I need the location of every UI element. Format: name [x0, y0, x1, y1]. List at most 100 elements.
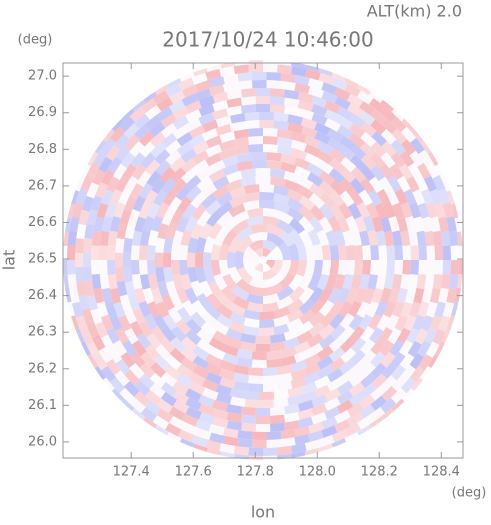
field-cell — [421, 287, 433, 304]
field-cell — [296, 175, 314, 190]
field-cell — [226, 403, 242, 415]
field-cell — [408, 230, 419, 246]
field-cell — [132, 308, 146, 325]
field-cell — [192, 355, 210, 370]
field-cell — [324, 118, 341, 132]
field-cell — [156, 398, 173, 414]
field-cell — [360, 372, 377, 389]
field-cell — [229, 311, 246, 326]
field-cell — [407, 162, 422, 180]
field-cell — [207, 222, 223, 240]
x-axis-label: lon — [251, 503, 275, 522]
field-cell — [304, 144, 321, 158]
field-cell — [337, 124, 354, 140]
field-cell — [324, 100, 341, 114]
field-cell — [345, 215, 359, 233]
field-cell — [169, 347, 186, 364]
field-cell — [86, 182, 100, 199]
field-cell — [115, 175, 130, 193]
field-cell — [378, 260, 387, 275]
field-cell — [205, 362, 222, 376]
field-cell — [400, 202, 413, 219]
field-cell — [345, 244, 355, 260]
field-cell — [151, 325, 167, 343]
field-cell — [119, 209, 132, 226]
field-cell — [189, 125, 206, 139]
field-cell — [100, 189, 114, 206]
field-cell — [161, 294, 175, 311]
field-cell — [156, 97, 173, 112]
field-cell — [368, 176, 384, 193]
field-cell — [152, 415, 169, 430]
field-cell — [187, 266, 199, 283]
field-cell — [297, 91, 314, 104]
field-cell — [240, 168, 257, 179]
field-cell — [203, 267, 216, 284]
field-cell — [247, 367, 263, 376]
field-cell — [75, 188, 88, 205]
field-cell — [242, 308, 260, 320]
field-cell — [107, 156, 123, 173]
field-cell — [266, 72, 282, 81]
field-cell — [222, 163, 239, 177]
field-cell — [294, 83, 311, 95]
field-cell — [338, 145, 356, 161]
field-cell — [226, 97, 243, 108]
field-cell — [69, 216, 80, 232]
field-cell — [228, 302, 246, 317]
field-cell — [308, 311, 326, 328]
field-cell — [344, 422, 361, 437]
field-cell — [339, 325, 356, 343]
field-cell — [147, 244, 156, 260]
field-cell — [155, 252, 164, 268]
field-cell — [339, 312, 355, 330]
field-cell — [321, 244, 331, 260]
field-cell — [255, 415, 271, 424]
field-cell — [276, 60, 293, 66]
field-cell — [298, 273, 313, 291]
field-cell — [251, 80, 267, 89]
field-cell — [300, 390, 318, 403]
field-cell — [396, 216, 409, 233]
field-cell — [371, 287, 384, 304]
field-cell — [265, 251, 275, 260]
field-cell — [140, 406, 158, 422]
field-cell — [124, 175, 139, 193]
field-cell — [212, 416, 229, 429]
field-cell — [329, 203, 344, 221]
field-cell — [266, 160, 283, 170]
field-cell — [240, 333, 256, 344]
field-cell — [306, 333, 324, 348]
field-cell — [81, 195, 94, 212]
field-cell — [367, 229, 379, 246]
field-cell — [353, 260, 363, 276]
field-cell — [400, 126, 417, 143]
field-cell — [145, 344, 161, 361]
field-cell — [139, 245, 148, 260]
field-cell — [371, 130, 388, 147]
field-cell — [348, 381, 366, 397]
field-cell — [129, 320, 144, 338]
field-cell — [69, 288, 80, 304]
field-cell — [280, 161, 297, 174]
field-cell — [231, 219, 250, 235]
field-cell — [284, 105, 300, 117]
field-cell — [171, 244, 181, 260]
field-cell — [220, 217, 238, 235]
field-cell — [417, 340, 432, 358]
field-cell — [101, 137, 117, 155]
field-cell — [202, 119, 219, 133]
field-cell — [294, 425, 311, 437]
field-cell — [319, 300, 335, 317]
field-cell — [396, 287, 409, 304]
field-cell — [240, 96, 257, 106]
field-cell — [155, 344, 171, 361]
field-cell — [350, 360, 367, 376]
field-cell — [219, 66, 235, 77]
field-cell — [446, 288, 457, 304]
field-cell — [147, 202, 161, 219]
field-cell — [220, 285, 238, 303]
field-cell — [365, 301, 379, 318]
field-cell — [160, 113, 178, 129]
field-cell — [278, 260, 291, 278]
